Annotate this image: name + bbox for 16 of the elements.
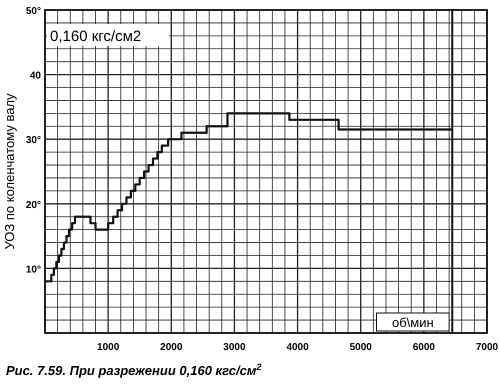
text: Рис. 7.59. При разрежении 0,160 кгс/см$^{2}$	[6, 362, 262, 378]
y-tick-label: 20°	[26, 200, 41, 211]
x-tick-label: 2000	[160, 342, 183, 353]
x-tick-label: 5000	[350, 342, 372, 353]
y-tick-label: 40	[30, 70, 42, 82]
x-tick-label: 7000	[476, 342, 499, 353]
x-tick-label: 4000	[286, 342, 310, 353]
y-tick-label: 30°	[26, 135, 41, 146]
y-axis-title: УОЗ по коленчатому валу	[2, 92, 17, 250]
x-tick-label: 3000	[223, 342, 246, 353]
y-tick-label: 10°	[26, 264, 41, 276]
x-tick-label: 1000	[97, 342, 120, 353]
y-tick-label: 50°	[26, 6, 41, 17]
annotation: 0,160 кгс/см2	[50, 28, 142, 45]
x-axis-title: об\мин	[392, 315, 434, 330]
x-tick-label: 6000	[412, 342, 436, 353]
